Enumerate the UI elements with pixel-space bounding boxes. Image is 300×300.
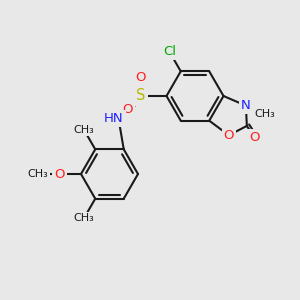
Text: Cl: Cl (163, 45, 176, 58)
Text: CH₃: CH₃ (255, 109, 276, 119)
Text: O: O (122, 103, 133, 116)
Text: N: N (241, 99, 251, 112)
Text: CH₃: CH₃ (27, 169, 48, 179)
Text: CH₃: CH₃ (74, 125, 94, 135)
Text: O: O (136, 71, 146, 84)
Text: CH₃: CH₃ (74, 213, 94, 223)
Text: O: O (54, 167, 65, 181)
Text: S: S (136, 88, 146, 104)
Text: HN: HN (104, 112, 124, 125)
Text: O: O (249, 130, 260, 144)
Text: O: O (224, 129, 234, 142)
